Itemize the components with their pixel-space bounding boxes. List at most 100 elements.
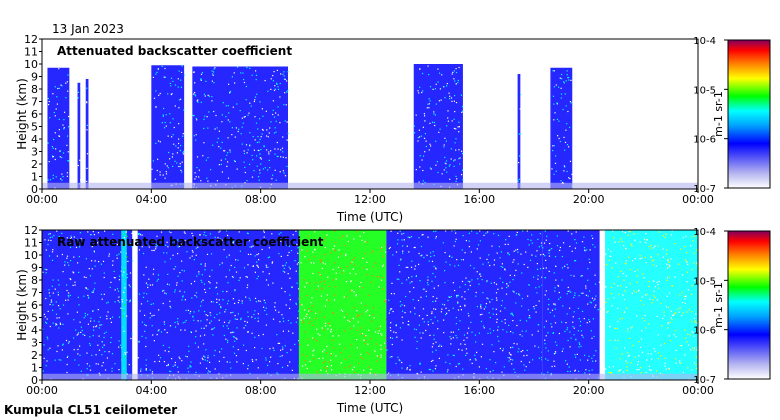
y-tick-label: 8 (31, 274, 38, 287)
signal-speckle (542, 230, 601, 381)
colorbar-gradient (727, 230, 771, 380)
signal-speckle (47, 68, 70, 190)
y-tick-label: 3 (31, 337, 38, 350)
x-tick-label: 00:00 (26, 384, 58, 397)
signal-speckle (86, 87, 89, 182)
plot-area (42, 39, 698, 189)
signal-speckle (551, 70, 573, 187)
signal-block (192, 66, 288, 189)
y-tick-label: 11 (24, 237, 38, 250)
signal-block (550, 67, 573, 189)
date-label: 13 Jan 2023 (52, 22, 124, 36)
y-tick-label: 3 (31, 146, 38, 159)
y-tick-label: 12 (24, 224, 38, 237)
signal-block (542, 230, 600, 380)
x-tick-label: 08:00 (245, 384, 277, 397)
x-tick-label: 12:00 (354, 384, 386, 397)
signal-block (85, 79, 89, 189)
y-tick-label: 7 (31, 287, 38, 300)
y-tick-label: 12 (24, 33, 38, 46)
y-tick-label: 11 (24, 46, 38, 59)
signal-block (47, 67, 70, 189)
signal-speckle (42, 230, 134, 382)
colorbar-tick-label: 10-4 (693, 36, 716, 47)
signal-speckle (137, 230, 301, 382)
y-tick-label: 0 (31, 374, 38, 387)
y-tick-label: 1 (31, 362, 38, 375)
x-ticks: 00:00 04:00 08:00 12:00 16:00 20:00 00:00 (26, 380, 714, 397)
signal-block (121, 230, 127, 380)
surface-layer (42, 373, 698, 380)
signal-block (298, 230, 387, 380)
x-tick-label: 12:00 (354, 193, 386, 206)
x-tick-label: 16:00 (463, 384, 495, 397)
colorbar-tick-label: 10-5 (693, 276, 716, 287)
y-tick-label: 6 (31, 299, 38, 312)
colorbar-tick-label: 10-7 (693, 375, 716, 386)
surface-layer (42, 182, 698, 189)
x-tick-label: 16:00 (463, 193, 495, 206)
x-ticks: 00:00 04:00 08:00 12:00 16:00 20:00 00:00 (26, 189, 714, 206)
x-tick-label: 20:00 (573, 193, 605, 206)
site-label: Kumpula CL51 ceilometer (4, 403, 177, 417)
colorbar: 10-7 10-6 10-5 10-4 m-1 sr-1 (693, 227, 771, 386)
y-tick-label: 5 (31, 121, 38, 134)
y-tick-label: 1 (31, 171, 38, 184)
colorbar: 10-7 10-6 10-5 10-4 m-1 sr-1 (693, 36, 771, 195)
y-tick-label: 2 (31, 158, 38, 171)
colorbar-tick-label: 10-4 (693, 227, 716, 238)
heatmap-layer (42, 230, 700, 382)
signal-speckle (192, 66, 289, 190)
signal-block (413, 64, 463, 189)
x-tick-label: 20:00 (573, 384, 605, 397)
y-tick-label: 8 (31, 83, 38, 96)
heatmap-layer (42, 64, 698, 190)
y-tick-label: 5 (31, 312, 38, 325)
y-tick-label: 9 (31, 71, 38, 84)
signal-block (605, 230, 698, 380)
colorbar-tick-label: 10-6 (693, 326, 716, 337)
y-tick-label: 10 (24, 249, 38, 262)
colorbar-tick-label: 10-5 (693, 85, 716, 96)
y-tick-label: 0 (31, 183, 38, 196)
panel-title: Attenuated backscatter coefficient (57, 44, 292, 58)
signal-block (42, 230, 133, 380)
y-tick-label: 7 (31, 96, 38, 109)
y-tick-label: 4 (31, 133, 38, 146)
y-axis-label: Height (km) (15, 78, 29, 149)
x-tick-label: 00:00 (682, 193, 714, 206)
y-tick-label: 4 (31, 324, 38, 337)
signal-speckle (121, 231, 128, 375)
colorbar-tick-label: 10-6 (693, 135, 716, 146)
signal-speckle (151, 65, 186, 190)
y-tick-label: 2 (31, 349, 38, 362)
signal-block (517, 74, 521, 189)
colorbar-gradient (727, 39, 771, 189)
colorbar-ticks: 10-7 10-6 10-5 10-4 (693, 36, 728, 195)
y-tick-label: 9 (31, 262, 38, 275)
x-tick-label: 04:00 (135, 384, 167, 397)
x-axis-label: Time (UTC) (336, 210, 403, 224)
colorbar-ticks: 10-7 10-6 10-5 10-4 (693, 227, 728, 386)
y-axis-label: Height (km) (15, 269, 29, 340)
y-tick-label: 6 (31, 108, 38, 121)
x-tick-label: 00:00 (26, 193, 58, 206)
signal-speckle (517, 94, 522, 182)
colorbar-label: m-1 sr-1 (712, 282, 725, 328)
panel-title: Raw attenuated backscatter coefficient (57, 235, 324, 249)
x-tick-label: 00:00 (682, 384, 714, 397)
x-tick-label: 04:00 (135, 193, 167, 206)
signal-block (77, 82, 81, 189)
signal-block (151, 65, 185, 189)
signal-block (137, 230, 299, 380)
y-tick-label: 10 (24, 58, 38, 71)
colorbar-tick-label: 10-7 (693, 184, 716, 195)
colorbar-label: m-1 sr-1 (712, 91, 725, 137)
signal-speckle (386, 230, 543, 381)
x-axis-label: Time (UTC) (336, 401, 403, 415)
